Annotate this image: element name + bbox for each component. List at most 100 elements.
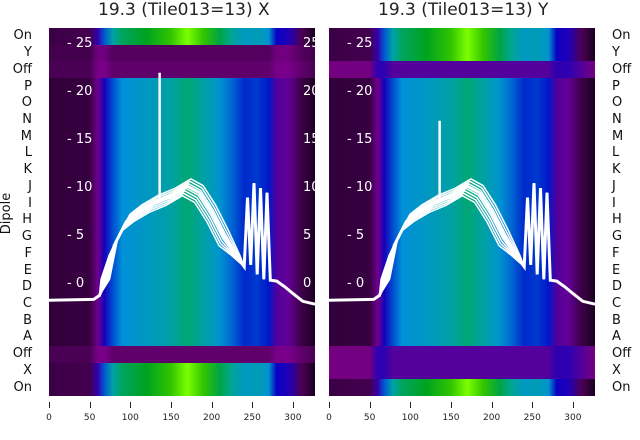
row-label: E xyxy=(23,262,32,278)
x-tick-label: 100 xyxy=(121,413,139,423)
x-tick xyxy=(450,402,452,408)
x-tick-label: 150 xyxy=(442,413,460,423)
row-label: Off xyxy=(12,61,32,77)
heatmap-row xyxy=(49,362,315,380)
x-tick-label: 250 xyxy=(523,413,541,423)
row-label: P xyxy=(612,78,620,94)
x-tick xyxy=(491,402,493,408)
x-tick xyxy=(292,402,294,408)
heatmap-row xyxy=(49,145,315,163)
twin-y-tick: 15 xyxy=(303,132,315,147)
heatmap-row xyxy=(329,329,595,347)
profile-line xyxy=(329,178,595,305)
heatmap-panel-y: - 25 - 20 - 15 - 10 - 5 - 0 xyxy=(329,28,595,396)
row-label: K xyxy=(612,162,621,178)
inner-y-tick: - 10 xyxy=(67,180,93,195)
x-tick xyxy=(410,402,412,408)
heatmap-row xyxy=(49,111,315,129)
x-tick-label: 200 xyxy=(203,413,221,423)
profile-line xyxy=(49,183,315,305)
row-label: O xyxy=(612,95,623,111)
row-label: A xyxy=(23,329,32,345)
row-label: N xyxy=(612,112,622,127)
row-label: On xyxy=(612,379,631,395)
row-label: L xyxy=(24,145,32,161)
row-label: H xyxy=(612,212,622,228)
heatmap-row xyxy=(329,78,595,96)
inner-y-tick: - 0 xyxy=(347,276,365,291)
row-label: On xyxy=(612,28,631,44)
row-label: On xyxy=(13,379,32,395)
line-overlay xyxy=(329,120,595,306)
heatmap-row xyxy=(329,278,595,297)
profile-line xyxy=(49,183,315,306)
heatmap-row xyxy=(49,379,315,396)
inner-y-tick: - 0 xyxy=(67,276,85,291)
row-label: C xyxy=(612,296,622,311)
x-tick xyxy=(532,402,534,408)
x-tick-label: 0 xyxy=(326,413,332,423)
row-label: Off xyxy=(612,61,632,77)
row-label: X xyxy=(612,362,621,378)
heatmap-row xyxy=(49,161,315,180)
heatmap-row xyxy=(49,128,315,146)
x-tick-label: 50 xyxy=(83,413,96,423)
profile-line xyxy=(329,183,595,305)
x-tick xyxy=(170,402,172,408)
row-label: G xyxy=(21,229,32,245)
heatmap-row xyxy=(329,379,595,396)
heatmap-row xyxy=(329,44,595,62)
twin-y-tick: 10 xyxy=(303,180,315,195)
inner-y-tick: - 25 xyxy=(67,36,93,51)
row-label: Y xyxy=(24,45,32,61)
row-label: H xyxy=(22,212,32,228)
inner-y-tick: - 5 xyxy=(67,228,85,243)
inner-y-tick: - 15 xyxy=(347,132,373,147)
heatmap-row xyxy=(329,111,595,129)
profile-line xyxy=(49,180,315,305)
row-label: Off xyxy=(612,346,632,362)
line-overlay xyxy=(49,72,315,306)
profile-line xyxy=(49,178,315,305)
x-tick-label: 200 xyxy=(483,413,501,423)
row-label: E xyxy=(612,262,621,278)
x-tick xyxy=(130,402,132,408)
heatmap-row xyxy=(329,362,595,380)
title-x: 19.3 (Tile013=13) X xyxy=(98,0,270,20)
x-tick-label: 50 xyxy=(363,413,376,423)
x-tick xyxy=(89,402,91,408)
x-tick xyxy=(252,402,254,408)
heatmap-row xyxy=(329,295,595,313)
heatmap-row xyxy=(329,161,595,180)
row-label: C xyxy=(22,296,32,311)
x-tick-label: 300 xyxy=(564,413,582,423)
heatmap-row xyxy=(49,94,315,113)
row-label: N xyxy=(22,112,32,127)
inner-y-tick: - 5 xyxy=(347,228,365,243)
profile-line xyxy=(329,183,595,306)
heatmap-panel-x: - 25 - 20 - 15 - 10 - 5 - 0 25 20 15 10 5 0 xyxy=(49,28,315,396)
heatmap-row xyxy=(329,128,595,146)
profile-line xyxy=(49,183,315,305)
row-label: O xyxy=(21,95,32,111)
x-tick xyxy=(329,402,330,408)
inner-y-tick: - 15 xyxy=(67,132,93,147)
heatmap-row xyxy=(49,28,315,46)
inner-y-tick: - 10 xyxy=(347,180,373,195)
row-label: I xyxy=(612,195,616,211)
row-label: On xyxy=(13,28,32,44)
profile-line xyxy=(49,183,315,305)
row-label: B xyxy=(23,312,32,328)
heatmap-row xyxy=(329,61,595,79)
row-label: D xyxy=(21,279,32,295)
row-label: M xyxy=(20,128,32,144)
title-y: 19.3 (Tile013=13) Y xyxy=(378,0,549,20)
x-tick xyxy=(49,402,50,408)
x-tick xyxy=(369,402,371,408)
heatmap-row xyxy=(49,78,315,96)
heatmap-row xyxy=(49,345,315,364)
profile-line xyxy=(329,183,595,305)
row-label: J xyxy=(612,178,616,194)
heatmap-row xyxy=(329,145,595,163)
heatmap-row xyxy=(49,61,315,79)
